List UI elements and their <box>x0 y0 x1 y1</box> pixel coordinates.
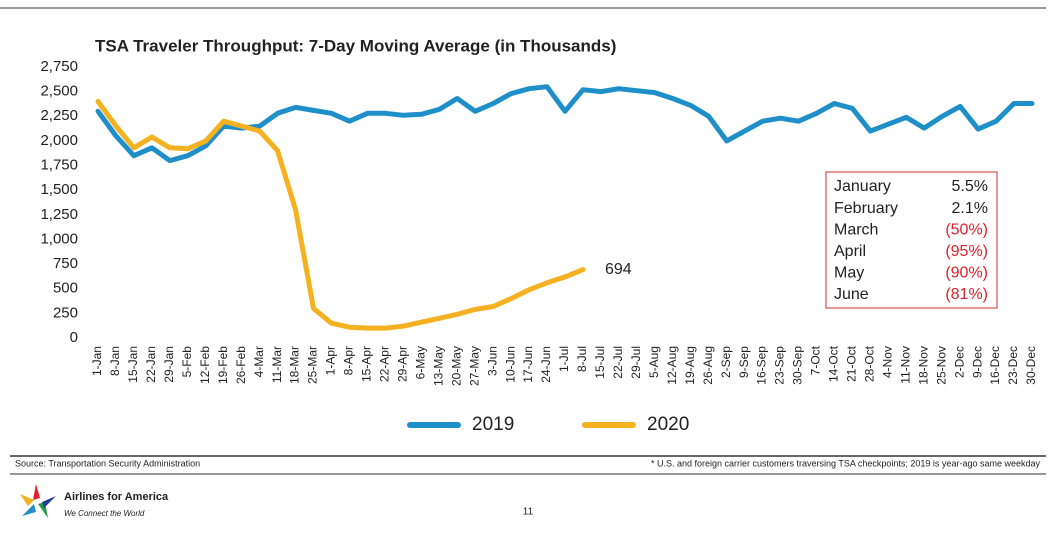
x-tick-label: 16-Sep <box>755 346 769 385</box>
y-tick-label: 500 <box>53 280 78 297</box>
table-month: February <box>834 200 898 217</box>
x-tick-label: 18-Mar <box>288 346 302 384</box>
x-tick-label: 8-Jul <box>575 346 589 372</box>
series-line <box>95 99 586 331</box>
logo-text: Airlines for America <box>64 491 169 503</box>
x-tick-label: 15-Jul <box>593 346 607 379</box>
x-tick-label: 28-Oct <box>863 345 877 382</box>
logo-icon <box>20 484 56 518</box>
change-table <box>825 171 998 309</box>
y-tick-label: 0 <box>70 329 78 346</box>
x-tick-label: 12-Aug <box>665 346 679 385</box>
x-tick-label: 3-Jun <box>485 346 499 376</box>
x-tick-label: 4-Mar <box>252 346 266 377</box>
end-label: 694 <box>605 261 632 278</box>
table-month: March <box>834 221 878 238</box>
x-tick-label: 5-Feb <box>180 346 194 378</box>
x-tick-label: 2-Sep <box>719 346 733 378</box>
table-month: April <box>834 243 866 260</box>
x-tick-label: 1-Jul <box>557 346 571 372</box>
x-tick-label: 8-Apr <box>342 346 356 375</box>
x-tick-label: 29-Apr <box>396 346 410 382</box>
x-tick-label: 29-Jul <box>629 346 643 379</box>
table-change: (50%) <box>945 221 988 238</box>
y-tick-label: 1,000 <box>40 230 78 247</box>
x-tick-label: 14-Oct <box>827 345 841 382</box>
x-tick-label: 11-Nov <box>898 346 912 384</box>
x-tick-label: 29-Jan <box>162 346 176 383</box>
y-tick-label: 2,500 <box>40 83 78 100</box>
x-tick-label: 15-Apr <box>360 346 374 382</box>
x-tick-label: 16-Dec <box>988 346 1002 385</box>
x-tick-label: 22-Apr <box>378 346 392 382</box>
x-tick-label: 15-Jan <box>126 346 140 383</box>
table-month: January <box>834 178 891 195</box>
x-tick-label: 5-Aug <box>647 346 661 378</box>
page-number: 11 <box>523 507 534 518</box>
legend-label: 2019 <box>472 414 514 435</box>
x-tick-label: 12-Feb <box>198 346 212 384</box>
x-tick-label: 25-Mar <box>306 346 320 384</box>
x-tick-label: 4-Nov <box>880 346 894 378</box>
x-tick-label: 19-Aug <box>683 346 697 385</box>
x-tick-label: 27-May <box>467 346 481 386</box>
source: Source: Transportation Security Administ… <box>15 458 200 468</box>
x-tick-label: 26-Feb <box>234 346 248 384</box>
x-tick-label: 6-May <box>413 346 427 379</box>
legend-label: 2020 <box>647 414 689 435</box>
y-tick-label: 2,000 <box>40 132 78 149</box>
x-tick-label: 11-Mar <box>270 346 284 383</box>
table-change: 5.5% <box>952 178 988 195</box>
x-tick-label: 21-Oct <box>845 345 859 382</box>
table-change: (90%) <box>945 265 988 282</box>
x-tick-label: 13-May <box>431 346 445 386</box>
y-tick-label: 1,750 <box>40 157 78 174</box>
table-change: (81%) <box>945 286 988 303</box>
y-tick-label: 750 <box>53 255 78 272</box>
x-tick-label: 26-Aug <box>701 346 715 385</box>
footnote: * U.S. and foreign carrier customers tra… <box>651 458 1041 468</box>
x-tick-label: 17-Jun <box>521 346 535 383</box>
x-tick-label: 23-Dec <box>1006 346 1020 385</box>
table-month: June <box>834 286 869 303</box>
x-tick-label: 24-Jun <box>539 346 553 383</box>
x-tick-label: 10-Jun <box>503 346 517 383</box>
x-tick-label: 1-Apr <box>324 346 338 375</box>
x-tick-label: 1-Jan <box>90 346 104 376</box>
x-tick-label: 20-May <box>449 346 463 386</box>
x-tick-label: 18-Nov <box>916 346 930 385</box>
y-tick-label: 2,750 <box>40 58 78 75</box>
table-change: 2.1% <box>952 200 988 217</box>
x-tick-label: 22-Jan <box>144 346 158 383</box>
x-tick-label: 9-Sep <box>737 346 751 378</box>
x-tick-label: 2-Dec <box>952 346 966 378</box>
table-month: May <box>834 265 864 282</box>
x-tick-label: 8-Jan <box>108 346 122 376</box>
x-tick-label: 9-Dec <box>970 346 984 378</box>
x-tick-label: 7-Oct <box>809 345 823 375</box>
x-tick-label: 23-Sep <box>773 346 787 385</box>
x-tick-label: 30-Sep <box>791 346 805 385</box>
y-tick-label: 1,250 <box>40 206 78 223</box>
y-tick-label: 250 <box>53 304 78 321</box>
x-tick-label: 22-Jul <box>611 346 625 379</box>
y-tick-label: 2,250 <box>40 107 78 124</box>
tagline: We Connect the World <box>64 509 145 518</box>
series-line <box>95 84 1035 164</box>
x-tick-label: 30-Dec <box>1024 346 1038 385</box>
chart-title: TSA Traveler Throughput: 7-Day Moving Av… <box>95 36 616 55</box>
table-change: (95%) <box>945 243 988 260</box>
x-tick-label: 25-Nov <box>934 346 948 385</box>
x-tick-label: 19-Feb <box>216 346 230 384</box>
y-tick-label: 1,500 <box>40 181 78 198</box>
